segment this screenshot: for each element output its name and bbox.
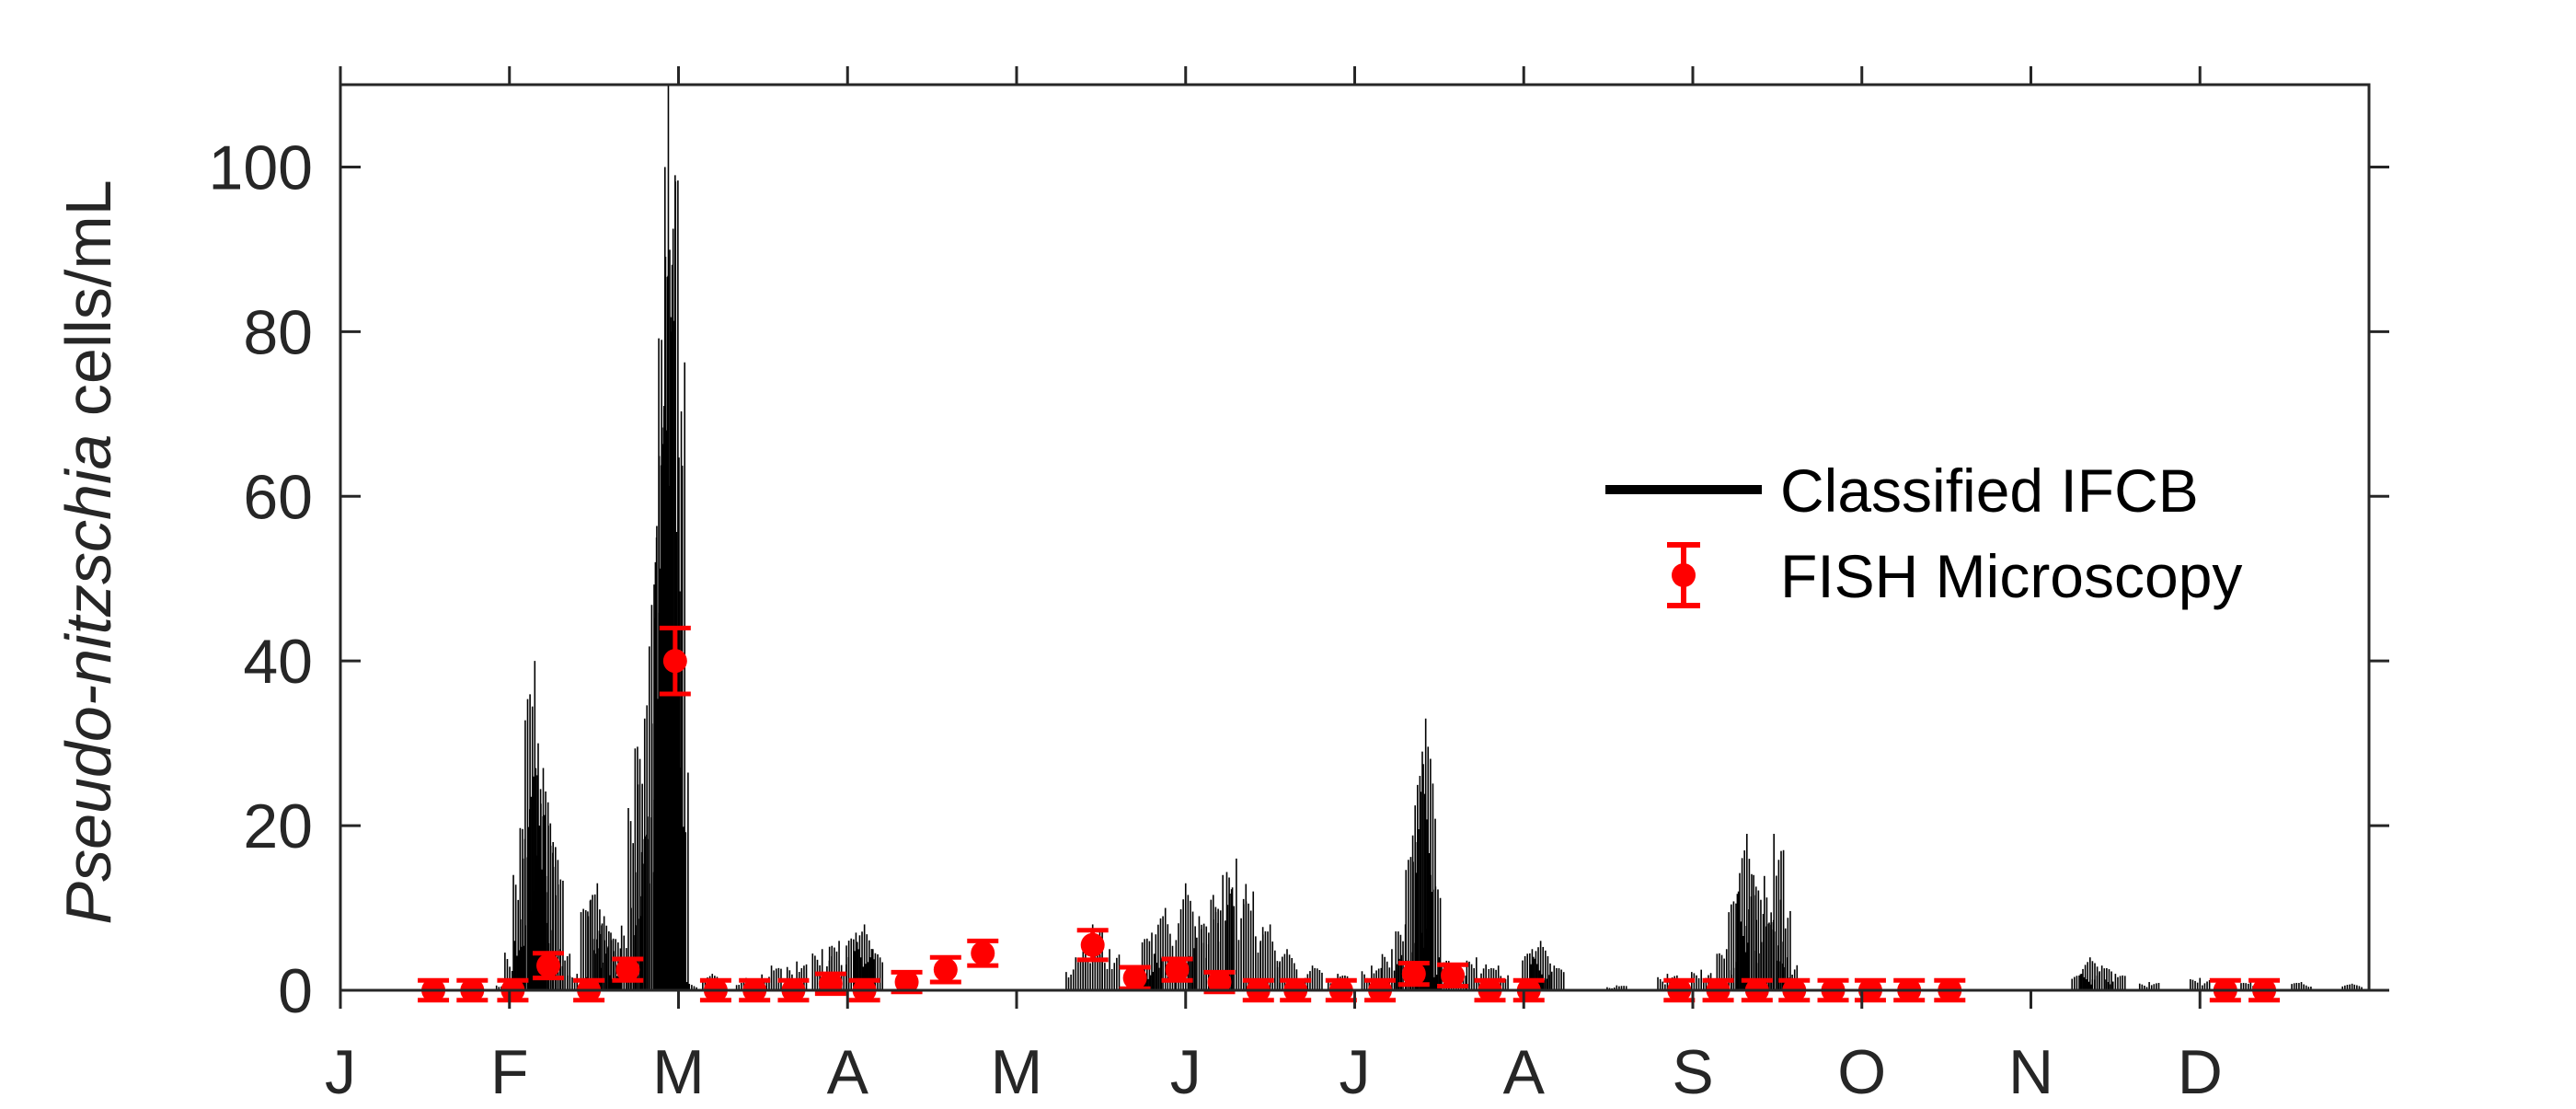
x-tick-label: O [1837, 1037, 1886, 1104]
fish-point [1397, 960, 1430, 988]
ifcb-spike-cluster [1544, 965, 1565, 990]
y-tick-label: 0 [278, 956, 313, 1026]
legend-fish-swatch [1667, 542, 1700, 608]
fish-marker [1165, 957, 1190, 982]
ifcb-spike-cluster [2105, 974, 2126, 990]
legend: Classified IFCB FISH Microscopy [1605, 456, 2242, 610]
fish-point [1474, 977, 1506, 1003]
fish-marker [536, 953, 561, 978]
fish-point [1437, 962, 1469, 989]
ifcb-spike-cluster [524, 661, 546, 990]
ifcb-spike-cluster [1530, 941, 1551, 990]
x-tick-label: F [490, 1037, 529, 1104]
x-tick-label: S [1672, 1037, 1713, 1104]
y-tick-label: 80 [243, 297, 313, 367]
fish-point [1076, 928, 1109, 963]
fish-marker [971, 941, 995, 965]
fish-point [659, 625, 691, 697]
fish-marker [1207, 970, 1232, 995]
y-axis-label-rest: cells/mL [52, 179, 124, 433]
fish-marker [615, 957, 640, 982]
x-tick-label: D [2178, 1037, 2223, 1104]
x-tick-label: N [2008, 1037, 2053, 1104]
legend-ifcb-label: Classified IFCB [1780, 456, 2199, 525]
fish-point [1203, 969, 1236, 995]
y-axis-label-italic: Pseudo-nitzschia [52, 434, 124, 925]
fish-point [891, 969, 923, 995]
y-axis-label: Pseudo-nitzschia cells/mL [52, 179, 124, 924]
fish-point [967, 938, 999, 968]
fish-marker [894, 970, 919, 995]
fish-point [1161, 956, 1193, 983]
axes: J F M A M J J A S O N D 0 20 40 60 80 100 [209, 66, 2389, 1107]
x-tick-label: J [1340, 1037, 1371, 1104]
ifcb-spike-cluster [668, 619, 689, 990]
fish-marker [1401, 962, 1426, 987]
fish-marker [1122, 965, 1147, 990]
y-tick-label: 100 [209, 133, 313, 202]
legend-fish-marker [1672, 563, 1696, 587]
ifcb-series [495, 85, 2363, 990]
y-tick-label: 40 [243, 627, 313, 697]
x-tick-label: J [325, 1037, 356, 1104]
x-tick-label: J [1170, 1037, 1202, 1104]
x-tick-label: A [1503, 1037, 1546, 1104]
x-tick-label: M [652, 1037, 705, 1104]
fish-point [929, 954, 961, 985]
fish-marker [1441, 963, 1466, 988]
fish-marker [818, 971, 843, 996]
ifcb-spike-cluster [2071, 974, 2092, 990]
x-tick-label: M [991, 1037, 1043, 1104]
ifcb-spike-cluster [2190, 977, 2211, 990]
fish-point [533, 951, 565, 981]
fish-marker [933, 957, 958, 982]
fish-point [1119, 965, 1151, 991]
fish-point [814, 971, 846, 997]
ifcb-spike-cluster [1411, 751, 1433, 990]
fish-point [1854, 977, 1886, 1003]
ifcb-spike-cluster [664, 175, 686, 990]
ifcb-spike-cluster [2091, 965, 2112, 990]
ifcb-spike-cluster [1155, 907, 1176, 990]
fish-marker [662, 649, 687, 674]
legend-fish-label: FISH Microscopy [1780, 542, 2242, 610]
ifcb-spike-cluster [1420, 874, 1442, 990]
y-tick-label: 60 [243, 462, 313, 532]
y-tick-label: 20 [243, 791, 313, 861]
fish-marker [1080, 932, 1105, 957]
x-tick-label: A [827, 1037, 869, 1104]
fish-point [612, 956, 644, 983]
